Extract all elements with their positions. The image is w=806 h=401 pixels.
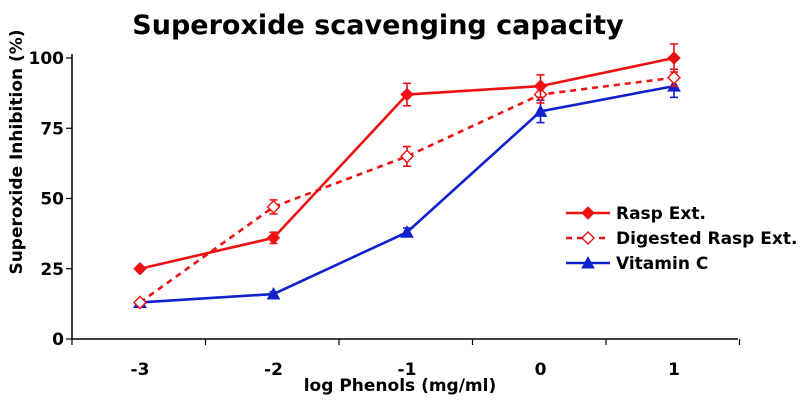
data-point: [400, 87, 414, 102]
y-tick-label: 50: [40, 190, 64, 210]
x-axis-title: log Phenols (mg/ml): [304, 376, 497, 396]
legend-label: Vitamin C: [616, 254, 708, 274]
data-point: [133, 295, 147, 310]
legend-marker: [581, 231, 595, 245]
legend-label: Digested Rasp Ext.: [616, 229, 797, 249]
legend-item: Vitamin C: [566, 254, 708, 274]
y-axis-title: Superoxide Inhibition (%): [7, 29, 27, 274]
data-point: [667, 51, 681, 65]
series-rasp-ext: [133, 43, 681, 276]
x-tick-label: 1: [668, 360, 680, 380]
chart-title: Superoxide scavenging capacity: [132, 10, 624, 41]
y-tick-label: 75: [40, 119, 64, 139]
legend: Rasp Ext. Digested Rasp Ext. Vitamin C: [566, 204, 797, 274]
x-tick-label: -3: [131, 360, 150, 380]
y-tick-label: 0: [52, 330, 64, 350]
x-tick-label: -1: [398, 360, 417, 380]
series-line: [139, 76, 675, 304]
legend-marker: [581, 206, 595, 220]
data-point: [400, 225, 414, 238]
data-point: [533, 104, 548, 117]
data-point: [266, 231, 281, 245]
x-tick-label: 0: [535, 360, 547, 380]
data-point: [133, 262, 147, 276]
y-tick-label: 25: [40, 260, 64, 280]
data-point: [533, 79, 548, 93]
series-digested-rasp-ext: [133, 68, 681, 310]
data-point: [266, 199, 281, 214]
series-line: [139, 84, 675, 304]
legend-item: Rasp Ext.: [566, 204, 706, 224]
data-point: [667, 70, 681, 85]
legend-item: Digested Rasp Ext.: [566, 229, 797, 249]
data-point: [266, 286, 281, 300]
y-tick-label: 100: [29, 49, 65, 69]
series-vitamin-c: [133, 74, 681, 308]
legend-label: Rasp Ext.: [616, 204, 706, 224]
data-point: [400, 149, 414, 164]
axes: 0 25 50 75 100 -3 -2 -1 0 1: [29, 49, 741, 380]
x-tick-label: -2: [264, 360, 283, 380]
legend-marker: [581, 255, 595, 269]
series-layer: [133, 43, 681, 310]
